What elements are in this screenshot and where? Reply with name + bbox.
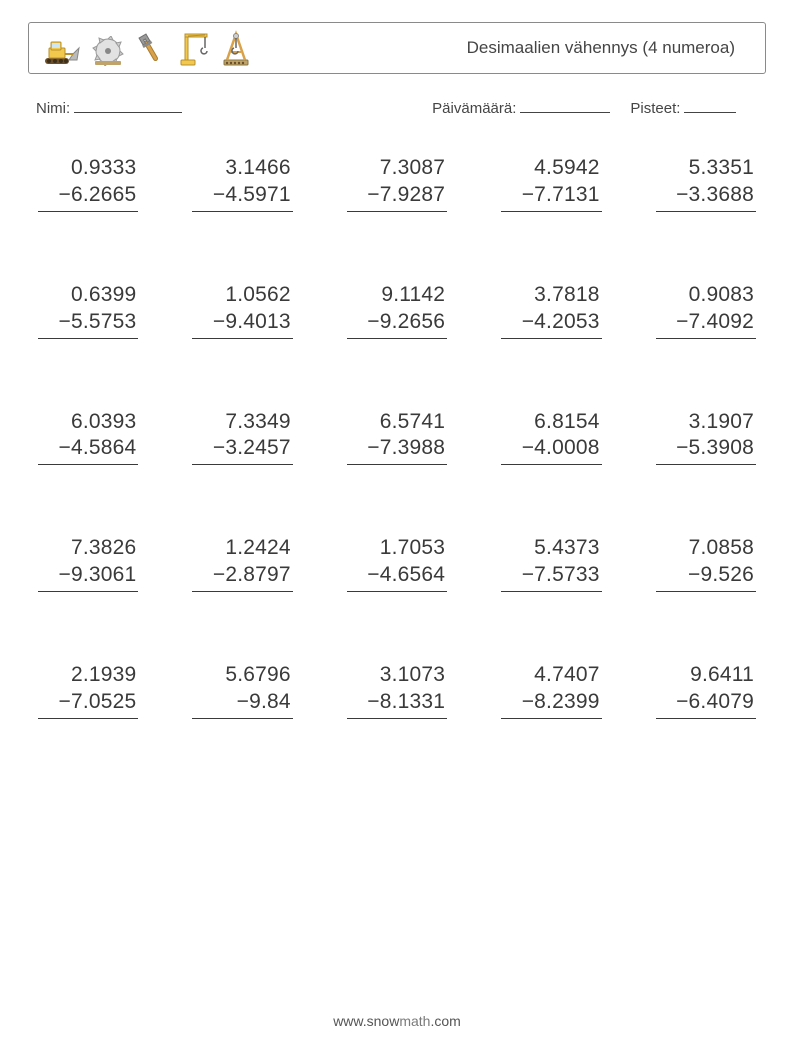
- subtrahend: −5.3908: [656, 435, 756, 465]
- minuend: 1.7053: [347, 535, 447, 562]
- wrench-icon: [135, 32, 165, 66]
- footer-suffix: .com: [430, 1013, 460, 1029]
- score-blank[interactable]: [684, 98, 736, 113]
- subtrahend: −7.3988: [347, 435, 447, 465]
- problem: 0.9083−7.4092: [656, 282, 756, 339]
- subtrahend: −4.5864: [38, 435, 138, 465]
- minuend: 4.5942: [501, 155, 601, 182]
- problem: 7.3087−7.9287: [347, 155, 447, 212]
- problem: 5.3351−3.3688: [656, 155, 756, 212]
- subtrahend: −4.6564: [347, 562, 447, 592]
- name-label: Nimi:: [36, 100, 70, 117]
- problem: 5.4373−7.5733: [501, 535, 601, 592]
- name-blank[interactable]: [74, 98, 182, 113]
- sawblade-icon: [91, 36, 125, 66]
- date-label: Päivämäärä:: [432, 100, 516, 117]
- minuend: 3.1466: [192, 155, 292, 182]
- subtrahend: −9.84: [192, 689, 292, 719]
- minuend: 1.2424: [192, 535, 292, 562]
- problem: 6.0393−4.5864: [38, 409, 138, 466]
- problem: 9.1142−9.2656: [347, 282, 447, 339]
- minuend: 9.1142: [347, 282, 447, 309]
- problem: 3.1073−8.1331: [347, 662, 447, 719]
- name-field: Nimi:: [36, 98, 182, 117]
- header-icons: [43, 30, 251, 66]
- problem: 7.0858−9.526: [656, 535, 756, 592]
- bulldozer-icon: [43, 36, 81, 66]
- problem: 5.6796−9.84: [192, 662, 292, 719]
- problem: 9.6411−6.4079: [656, 662, 756, 719]
- hoist-icon: [221, 30, 251, 66]
- problem: 3.1466−4.5971: [192, 155, 292, 212]
- minuend: 3.7818: [501, 282, 601, 309]
- minuend: 5.3351: [656, 155, 756, 182]
- date-blank[interactable]: [520, 98, 610, 113]
- score-label: Pisteet:: [630, 100, 680, 117]
- minuend: 2.1939: [38, 662, 138, 689]
- subtrahend: −9.526: [656, 562, 756, 592]
- problem: 1.2424−2.8797: [192, 535, 292, 592]
- date-field: Päivämäärä:: [432, 98, 610, 117]
- subtrahend: −4.2053: [501, 309, 601, 339]
- problem: 6.5741−7.3988: [347, 409, 447, 466]
- subtrahend: −6.2665: [38, 182, 138, 212]
- subtrahend: −7.0525: [38, 689, 138, 719]
- footer-brand1: snow: [367, 1013, 400, 1029]
- subtrahend: −5.5753: [38, 309, 138, 339]
- minuend: 4.7407: [501, 662, 601, 689]
- minuend: 3.1907: [656, 409, 756, 436]
- problem: 0.6399−5.5753: [38, 282, 138, 339]
- subtrahend: −7.9287: [347, 182, 447, 212]
- subtrahend: −9.2656: [347, 309, 447, 339]
- minuend: 7.0858: [656, 535, 756, 562]
- problem: 7.3349−3.2457: [192, 409, 292, 466]
- worksheet-title: Desimaalien vähennys (4 numeroa): [467, 38, 751, 58]
- minuend: 0.9333: [38, 155, 138, 182]
- footer-prefix: www.: [333, 1013, 366, 1029]
- footer-brand2: math: [399, 1013, 430, 1029]
- subtrahend: −8.1331: [347, 689, 447, 719]
- subtrahend: −9.4013: [192, 309, 292, 339]
- subtrahend: −6.4079: [656, 689, 756, 719]
- subtrahend: −8.2399: [501, 689, 601, 719]
- minuend: 6.8154: [501, 409, 601, 436]
- problem: 7.3826−9.3061: [38, 535, 138, 592]
- minuend: 7.3826: [38, 535, 138, 562]
- minuend: 7.3087: [347, 155, 447, 182]
- problem: 1.7053−4.6564: [347, 535, 447, 592]
- minuend: 5.4373: [501, 535, 601, 562]
- subtrahend: −2.8797: [192, 562, 292, 592]
- header-box: Desimaalien vähennys (4 numeroa): [28, 22, 766, 74]
- subtrahend: −4.0008: [501, 435, 601, 465]
- problem: 3.1907−5.3908: [656, 409, 756, 466]
- minuend: 0.6399: [38, 282, 138, 309]
- minuend: 6.0393: [38, 409, 138, 436]
- problem: 4.5942−7.7131: [501, 155, 601, 212]
- problem: 0.9333−6.2665: [38, 155, 138, 212]
- subtrahend: −3.3688: [656, 182, 756, 212]
- subtrahend: −4.5971: [192, 182, 292, 212]
- minuend: 6.5741: [347, 409, 447, 436]
- subtrahend: −7.5733: [501, 562, 601, 592]
- minuend: 5.6796: [192, 662, 292, 689]
- minuend: 1.0562: [192, 282, 292, 309]
- subtrahend: −7.7131: [501, 182, 601, 212]
- minuend: 9.6411: [656, 662, 756, 689]
- problem: 3.7818−4.2053: [501, 282, 601, 339]
- problem: 4.7407−8.2399: [501, 662, 601, 719]
- crane-icon: [175, 30, 211, 66]
- subtrahend: −3.2457: [192, 435, 292, 465]
- subtrahend: −9.3061: [38, 562, 138, 592]
- subtrahend: −7.4092: [656, 309, 756, 339]
- minuend: 0.9083: [656, 282, 756, 309]
- problem: 1.0562−9.4013: [192, 282, 292, 339]
- minuend: 3.1073: [347, 662, 447, 689]
- problems-grid: 0.9333−6.2665 3.1466−4.5971 7.3087−7.9287 4…: [38, 155, 756, 719]
- problem: 6.8154−4.0008: [501, 409, 601, 466]
- footer: www.snowmath.com: [0, 1013, 794, 1029]
- score-field: Pisteet:: [630, 98, 736, 117]
- minuend: 7.3349: [192, 409, 292, 436]
- meta-row: Nimi: Päivämäärä: Pisteet:: [36, 98, 758, 117]
- problem: 2.1939−7.0525: [38, 662, 138, 719]
